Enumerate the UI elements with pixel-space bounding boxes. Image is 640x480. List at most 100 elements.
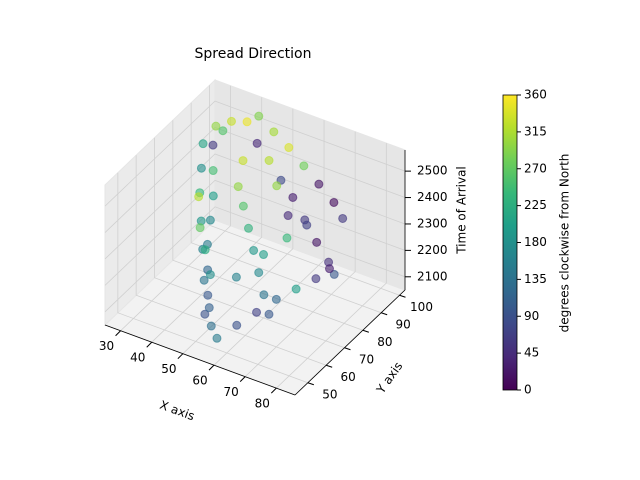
y-tick — [399, 294, 406, 298]
point — [211, 121, 221, 131]
point — [198, 139, 208, 149]
point — [226, 116, 236, 126]
point — [200, 245, 210, 255]
colorbar — [502, 94, 518, 391]
x-grid-line — [244, 131, 356, 377]
point — [252, 307, 262, 317]
point — [238, 201, 248, 211]
point — [312, 237, 322, 247]
colorbar-tick-label: 315 — [524, 124, 547, 138]
point — [206, 321, 216, 331]
point — [254, 111, 264, 121]
colorbar-tick-label: 45 — [524, 346, 539, 360]
point — [233, 182, 243, 192]
y-axis-label: Y axis — [373, 359, 405, 397]
point — [200, 309, 210, 319]
point — [291, 284, 301, 294]
x-grid-line — [151, 97, 263, 343]
z-grid-line — [104, 206, 406, 313]
point — [259, 250, 269, 260]
x-tick-label: 40 — [130, 351, 145, 365]
x-grid-line — [276, 143, 387, 389]
colorbar-label: degrees clockwise from North — [558, 154, 572, 333]
point — [195, 223, 205, 233]
point — [205, 270, 215, 280]
z-axis-label: Time of Arrival — [455, 166, 469, 255]
point — [212, 333, 222, 343]
colorbar-tick-label: 225 — [524, 198, 547, 212]
y-grid-line — [172, 120, 363, 331]
point — [194, 192, 204, 202]
y-tick — [381, 312, 388, 316]
point — [269, 127, 279, 137]
point — [329, 197, 339, 207]
y-tick — [344, 347, 351, 351]
y-tick — [307, 382, 314, 386]
point — [249, 245, 259, 255]
axis-line — [104, 324, 296, 396]
y-grid-line — [154, 137, 345, 349]
point — [282, 233, 292, 243]
point — [271, 294, 281, 304]
z-grid-line — [104, 179, 406, 286]
x-tick — [146, 341, 153, 348]
chart-title: Spread Direction — [195, 46, 312, 62]
colorbar-tick-label: 270 — [524, 161, 547, 175]
point — [329, 269, 339, 279]
x-tick — [239, 376, 246, 382]
z-tick-label: 2100 — [417, 269, 448, 283]
colorbar-tick-label: 0 — [524, 383, 532, 397]
point — [208, 166, 218, 176]
point — [311, 274, 321, 284]
point — [199, 275, 209, 285]
colorbar-tick-label: 360 — [524, 88, 547, 102]
point — [218, 126, 228, 136]
y-tick-label: 80 — [377, 335, 392, 349]
point — [283, 211, 293, 221]
x-axis-label: X axis — [158, 398, 197, 423]
y-grid-line — [135, 155, 327, 366]
x-tick-label: 80 — [255, 397, 270, 411]
point — [196, 163, 206, 173]
point — [208, 191, 218, 201]
point — [284, 143, 294, 153]
y-tick-label: 50 — [322, 387, 337, 401]
point — [204, 303, 214, 313]
point — [272, 181, 282, 191]
z-grid-line — [104, 100, 406, 207]
point — [205, 215, 215, 225]
y-grid-line — [190, 102, 382, 314]
x-grid-line — [213, 120, 325, 366]
point — [338, 213, 348, 223]
x-tick — [208, 364, 215, 371]
y-tick — [326, 364, 333, 368]
point — [254, 268, 264, 278]
point — [238, 156, 248, 166]
point — [259, 290, 269, 300]
z-grid-line — [104, 153, 406, 260]
x-tick-label: 30 — [99, 339, 114, 353]
point — [314, 179, 324, 189]
point — [203, 290, 213, 300]
point — [232, 320, 242, 330]
point — [243, 223, 253, 233]
x-grid-line — [120, 85, 231, 332]
x-tick — [270, 387, 277, 394]
x-tick-label: 50 — [161, 362, 176, 376]
point — [264, 155, 274, 165]
point — [264, 309, 274, 319]
y-tick-label: 100 — [410, 300, 433, 314]
x-tick-label: 70 — [224, 385, 239, 399]
z-tick-label: 2300 — [417, 216, 448, 230]
point — [324, 264, 334, 274]
x-tick-label: 60 — [192, 374, 207, 388]
point — [208, 140, 218, 150]
z-tick-label: 2200 — [417, 243, 448, 257]
point — [302, 220, 312, 230]
y-grid-line — [117, 172, 308, 384]
point — [242, 117, 252, 127]
z-tick-label: 2500 — [417, 164, 448, 178]
y-tick — [362, 329, 369, 333]
